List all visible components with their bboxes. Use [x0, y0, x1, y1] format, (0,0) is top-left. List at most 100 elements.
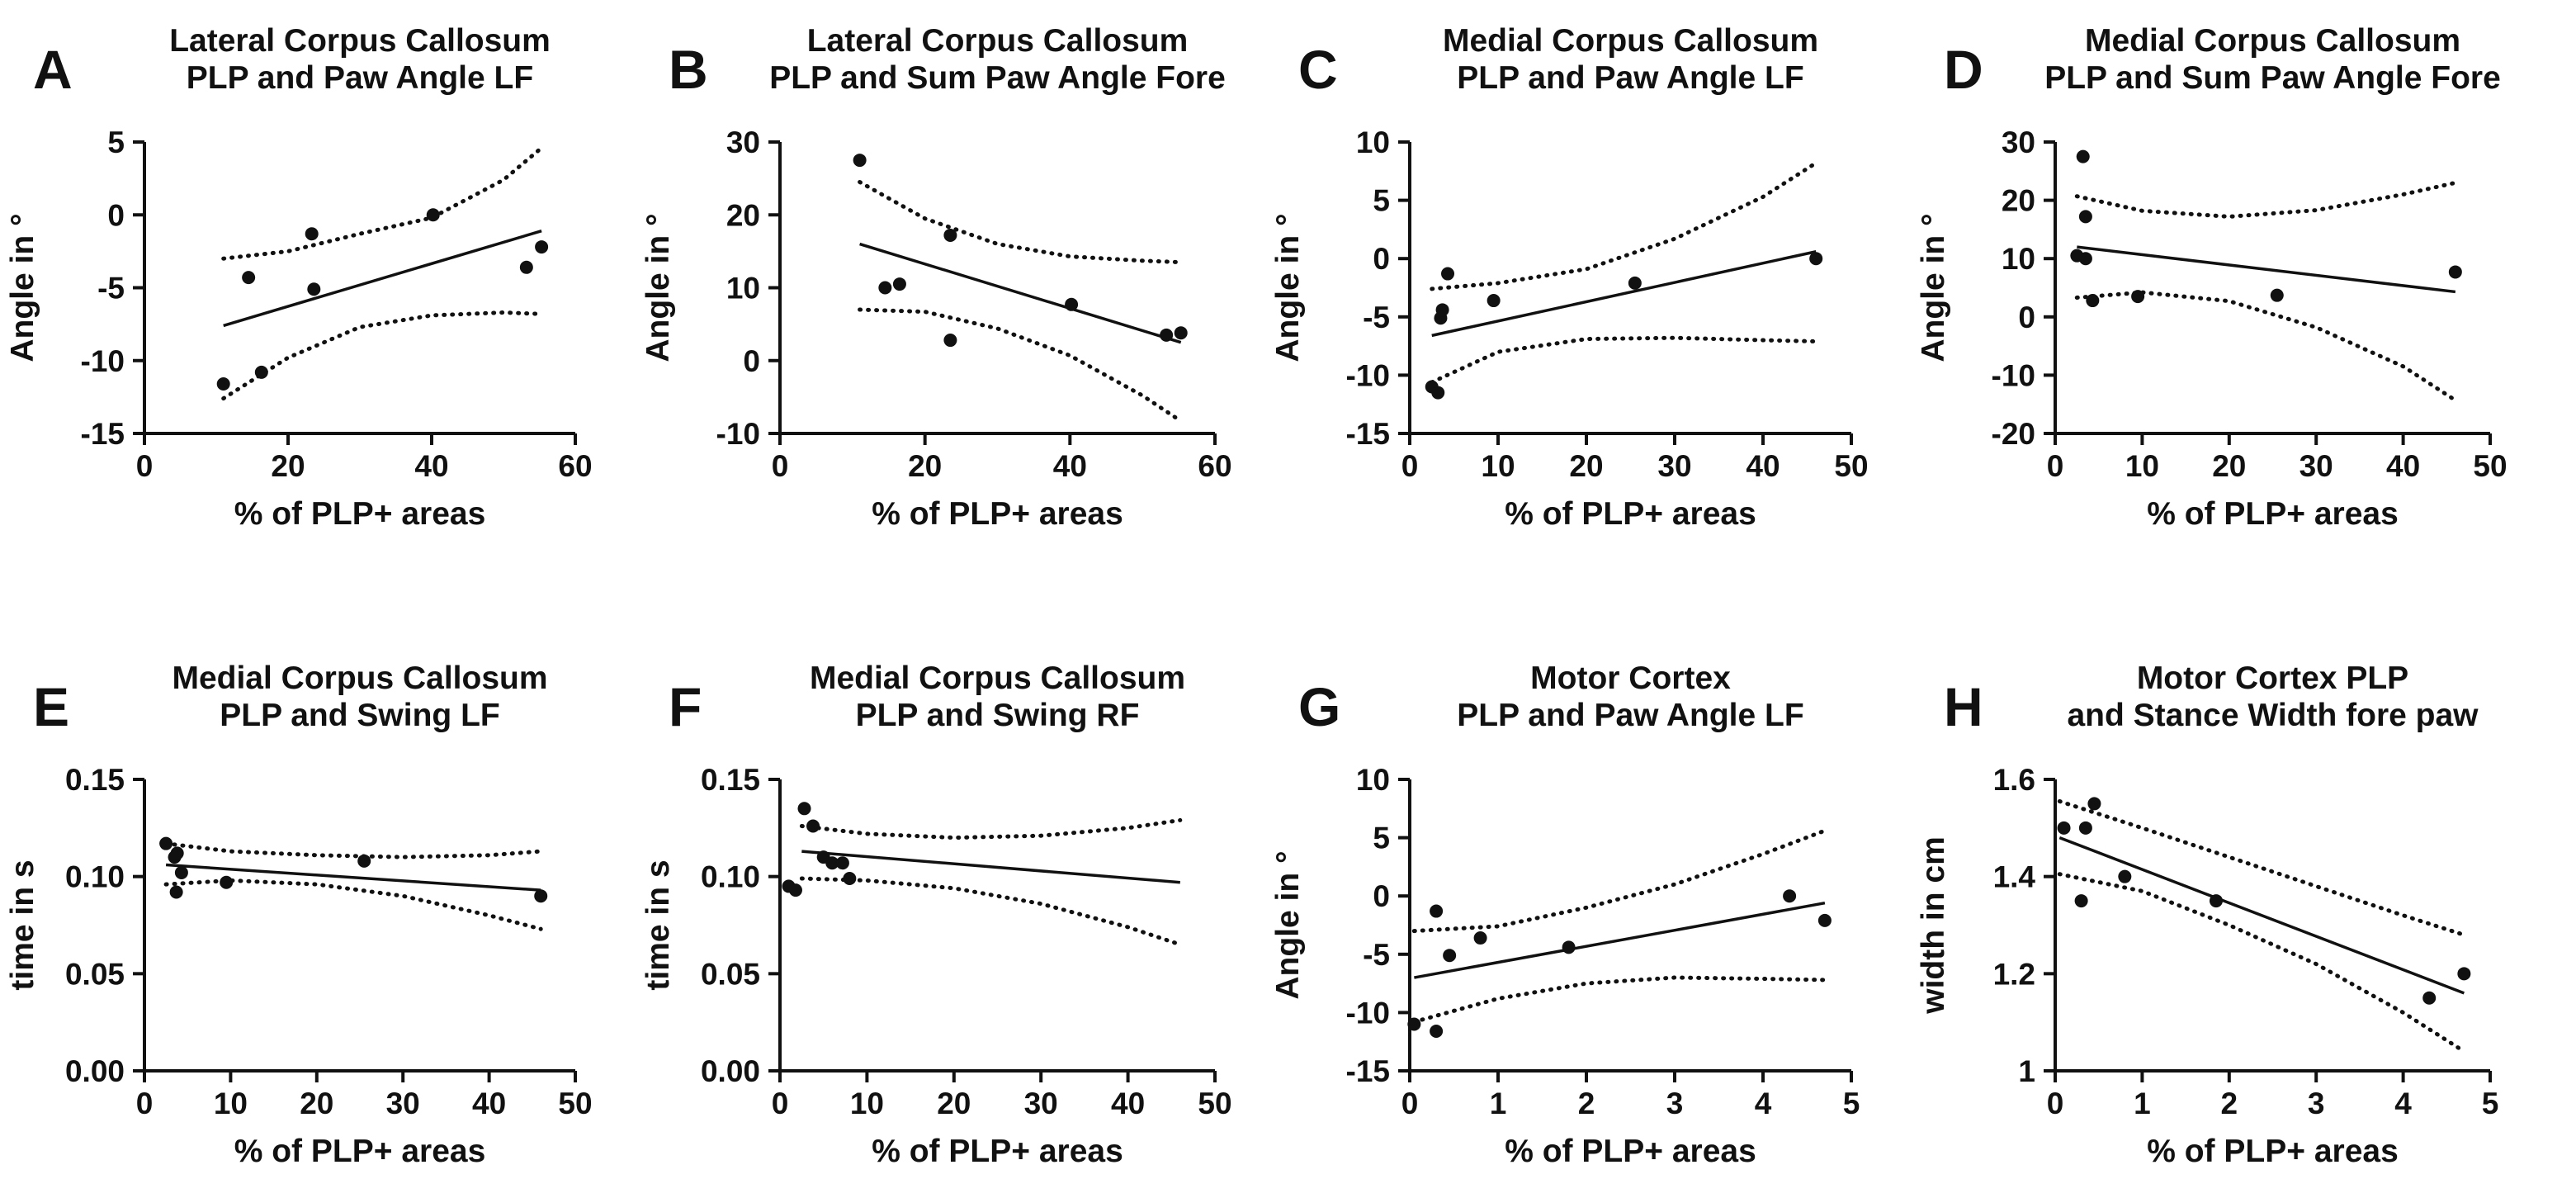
x-tick-label: 10	[1481, 449, 1515, 483]
y-tick-label: -15	[1346, 417, 1390, 451]
ci-upper-band	[858, 180, 1184, 265]
x-tick-label: 0	[1401, 449, 1419, 483]
x-tick-label: 20	[2212, 449, 2246, 483]
regression-line	[2058, 836, 2465, 995]
data-point	[2086, 294, 2100, 308]
x-tick-label: 50	[2473, 449, 2507, 483]
data-point	[535, 240, 549, 254]
data-point	[806, 819, 820, 833]
y-tick-label: 10	[726, 272, 760, 305]
x-tick-label: 20	[271, 449, 305, 483]
data-point	[519, 260, 533, 274]
x-axis-label: % of PLP+ areas	[234, 1134, 486, 1169]
regression-line	[859, 242, 1182, 344]
ci-upper-band	[2074, 180, 2458, 219]
data-point	[534, 889, 548, 903]
y-axis-label: Angle in °	[5, 213, 40, 362]
data-point	[1441, 267, 1455, 281]
x-axis-label: % of PLP+ areas	[2147, 1134, 2399, 1169]
data-point	[1435, 303, 1449, 317]
y-tick-label: -10	[1346, 358, 1390, 392]
y-tick-label: 0	[1373, 879, 1390, 913]
panel-letter: D	[1944, 39, 1983, 100]
x-tick-label: 20	[300, 1087, 333, 1120]
data-point	[2448, 265, 2462, 279]
data-point	[1430, 904, 1444, 918]
y-tick-label: 0	[743, 344, 760, 378]
x-tick-label: 40	[414, 449, 448, 483]
panel-letter: G	[1298, 676, 1340, 737]
y-tick-label: 5	[107, 125, 125, 159]
y-tick-label: 0.05	[65, 957, 125, 991]
x-tick-label: 10	[2125, 449, 2159, 483]
y-axis-label: time in s	[5, 859, 40, 990]
y-tick-label: 10	[1356, 125, 1390, 159]
chart-title-line: PLP and Swing LF	[220, 698, 499, 733]
y-tick-label: -5	[97, 272, 125, 305]
x-tick-label: 0	[136, 449, 154, 483]
panel-letter: A	[33, 39, 73, 100]
data-point	[1431, 386, 1445, 400]
x-tick-label: 40	[472, 1087, 506, 1120]
x-tick-label: 1	[1490, 1087, 1507, 1120]
chart-title-line: PLP and Paw Angle LF	[1457, 60, 1803, 96]
panel-letter: C	[1298, 39, 1338, 100]
data-point	[1160, 328, 1174, 342]
x-tick-label: 0	[1401, 1087, 1419, 1120]
regression-line	[801, 850, 1180, 884]
y-tick-label: -20	[1992, 417, 2035, 451]
x-axis-label: % of PLP+ areas	[872, 1134, 1123, 1169]
x-tick-label: 40	[1111, 1087, 1145, 1120]
y-axis-label: time in s	[640, 859, 676, 990]
y-tick-label: 0	[1373, 242, 1390, 276]
x-tick-label: 0	[772, 449, 789, 483]
y-tick-label: 30	[726, 125, 760, 159]
data-point	[1174, 326, 1188, 340]
y-tick-label: 0.00	[701, 1054, 760, 1088]
x-tick-label: 20	[1569, 449, 1603, 483]
y-tick-label: 5	[1373, 822, 1390, 855]
data-point	[943, 334, 957, 348]
data-point	[1487, 294, 1501, 308]
x-tick-label: 30	[386, 1087, 420, 1120]
y-tick-label: 20	[2002, 184, 2035, 218]
data-point	[216, 376, 230, 391]
chart-title-line: Lateral Corpus Callosum	[807, 23, 1189, 59]
x-tick-label: 60	[558, 449, 592, 483]
ci-lower-band	[799, 876, 1183, 947]
ci-lower-band	[858, 307, 1184, 424]
data-point	[1065, 297, 1079, 311]
data-point	[843, 872, 857, 886]
chart-title-line: Medial Corpus Callosum	[172, 661, 547, 696]
data-point	[2087, 797, 2101, 811]
data-point	[305, 227, 319, 241]
data-point	[2457, 967, 2471, 981]
x-tick-label: 50	[1198, 1087, 1231, 1120]
regression-line	[1431, 250, 1817, 338]
y-tick-label: -10	[81, 344, 125, 378]
ci-lower-band	[221, 310, 544, 401]
y-tick-label: -10	[1346, 996, 1390, 1030]
x-tick-label: 0	[2047, 449, 2064, 483]
x-tick-label: 40	[2386, 449, 2420, 483]
chart-title-line: Motor Cortex	[1530, 661, 1731, 696]
ci-upper-band	[1430, 160, 1818, 291]
data-point	[254, 365, 268, 379]
x-tick-label: 4	[1755, 1087, 1772, 1120]
y-tick-label: 0	[107, 198, 125, 232]
y-tick-label: 10	[2002, 242, 2035, 276]
y-tick-label: 1.6	[1993, 763, 2035, 797]
data-point	[1628, 276, 1642, 290]
x-tick-label: 30	[1657, 449, 1691, 483]
ci-upper-band	[163, 841, 543, 859]
x-tick-label: 10	[850, 1087, 884, 1120]
x-tick-label: 0	[772, 1087, 789, 1120]
data-point	[2057, 821, 2071, 835]
y-tick-label: -10	[716, 417, 760, 451]
y-tick-label: -15	[1346, 1054, 1390, 1088]
